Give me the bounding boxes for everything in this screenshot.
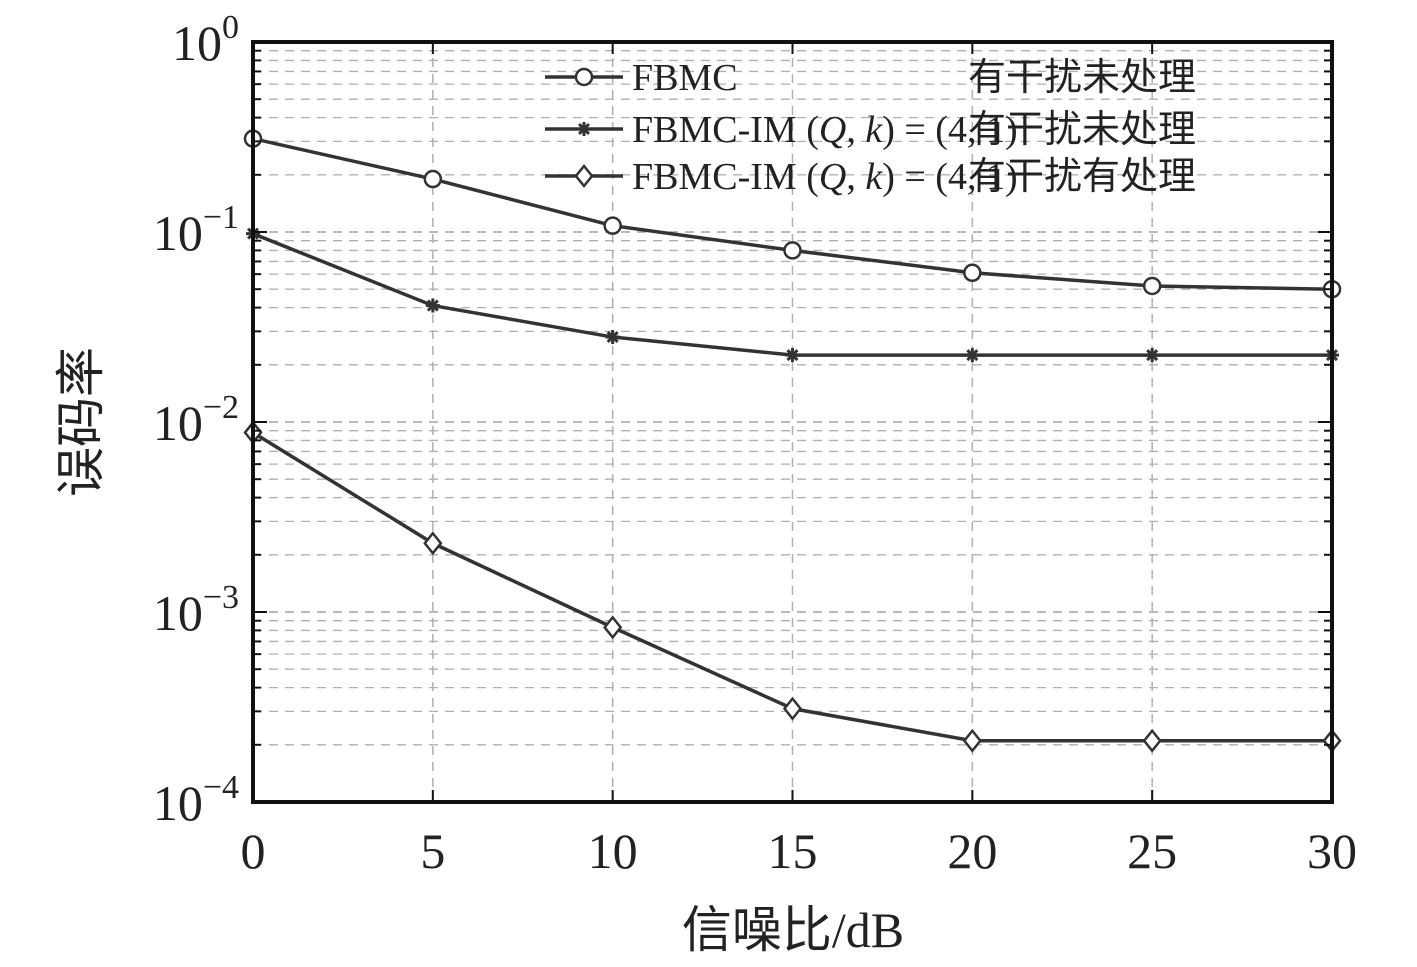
y-tick-label: 100 <box>172 9 239 71</box>
data-point <box>783 241 802 260</box>
data-point <box>1142 728 1162 753</box>
series-3 <box>243 420 1342 753</box>
x-tick-label: 25 <box>1127 823 1177 879</box>
x-tick-label: 30 <box>1307 823 1357 879</box>
data-point <box>1142 276 1162 296</box>
x-tick-label: 10 <box>588 823 638 879</box>
data-point <box>962 728 982 753</box>
legend-entry-3: FBMC-IM (Q, k) = (4, 1)有干扰有处理 <box>545 156 1196 198</box>
data-point <box>605 330 620 345</box>
data-point <box>782 696 803 721</box>
y-tick-label: 10−4 <box>153 769 239 831</box>
legend-marker <box>574 163 594 189</box>
axis-ticks: 0 5 10 15 20 25 30 100 10−1 10−2 10−3 10−4 <box>153 9 1357 879</box>
x-axis-label: 信噪比/dB <box>682 902 904 958</box>
data-point <box>603 216 622 235</box>
data-point <box>785 348 800 363</box>
series-lines <box>243 129 1342 753</box>
y-tick-label: 10−1 <box>153 199 239 261</box>
x-tick-label: 15 <box>768 823 818 879</box>
data-point <box>1145 348 1160 363</box>
star-stroke <box>577 122 591 136</box>
y-tick-label: 10−3 <box>153 579 239 641</box>
star-stroke <box>966 349 979 362</box>
star-stroke <box>1146 349 1159 362</box>
x-tick-label: 5 <box>420 823 445 879</box>
legend-label-suffix: 有干扰有处理 <box>968 156 1196 198</box>
legend-entry-2: FBMC-IM (Q, k) = (4, 1)有干扰未处理 <box>545 109 1196 151</box>
legend-label: FBMC-IM (Q, k) = (4, 1) <box>632 109 1018 151</box>
star-stroke <box>606 331 619 344</box>
x-tick-label: 0 <box>241 823 266 879</box>
legend-label-suffix: 有干扰未处理 <box>968 109 1196 151</box>
star-stroke <box>426 299 439 312</box>
data-point <box>963 263 982 283</box>
data-point <box>425 298 440 313</box>
data-point <box>965 348 980 363</box>
legend-marker <box>574 67 594 87</box>
data-point <box>423 169 443 189</box>
legend-label: FBMC <box>632 57 738 99</box>
legend-label-suffix: 有干扰未处理 <box>968 57 1196 99</box>
legend-label: FBMC-IM (Q, k) = (4, 1) <box>632 156 1018 198</box>
legend-entry-1: FBMC 有干扰未处理 <box>545 57 1196 99</box>
legend-marker <box>577 122 591 136</box>
x-tick-label: 20 <box>947 823 997 879</box>
data-point <box>423 531 443 556</box>
y-tick-label: 10−2 <box>153 389 239 451</box>
y-axis-label: 误码率 <box>53 347 109 497</box>
star-stroke <box>786 349 799 362</box>
data-point <box>603 615 623 640</box>
